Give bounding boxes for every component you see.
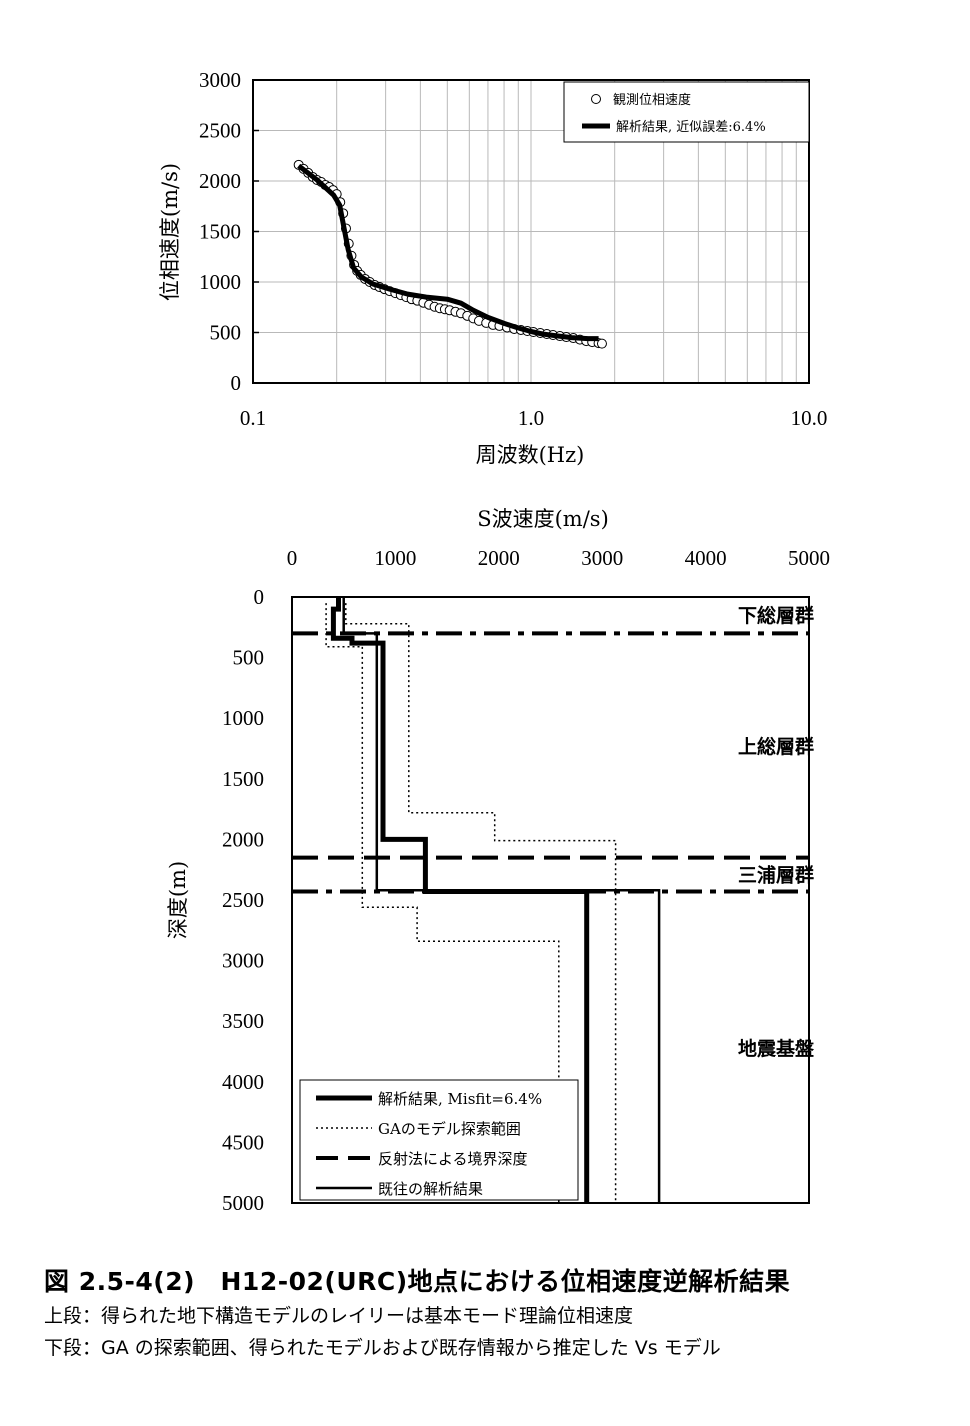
fit-series-line [297,163,599,342]
legend-ga-label: GAのモデル探索範囲 [378,1120,521,1138]
group-label: 下総層群 [738,604,814,627]
figure-caption-title: 図 2.5-4(2) H12-02(URC)地点における位相速度逆解析結果 [44,1267,791,1296]
bottom-y-tick-label: 500 [233,646,265,670]
top-y-tick-label: 2000 [199,169,241,193]
top-plot-frame [252,79,810,384]
group-label-bg [724,1033,828,1062]
vs-profile-chart: S波速度(m/s) 0 1000 2000 3000 4000 5000 0 500 1000… [166,507,830,1215]
bottom-y-tick-label: 0 [254,585,265,609]
group-label-bg [724,860,828,889]
analysis-result-line [330,597,590,1203]
bottom-x-tick-label: 1000 [374,546,416,570]
bottom-x-tick-label: 3000 [581,546,623,570]
figure-caption-line-2: 下段：GA の探索範囲、得られたモデルおよび既存情報から推定した Vs モデル [44,1337,721,1359]
bottom-x-tick-label: 0 [287,546,298,570]
figure-caption-line-1: 上段：得られた地下構造モデルのレイリーは基本モード理論位相速度 [44,1305,634,1327]
legend-observed-marker [591,94,601,104]
bottom-y-tick-label: 2500 [222,888,264,912]
top-y-tick-labels: 0 500 1000 1500 2000 2500 3000 [199,68,241,395]
top-y-tick-label: 1000 [199,270,241,294]
bottom-y-tick-label: 1500 [222,767,264,791]
legend-reflection-label: 反射法による境界深度 [378,1150,528,1168]
bottom-y-tick-label: 4000 [222,1070,264,1094]
top-y-tick-label: 0 [231,371,242,395]
ga-range-max-line [345,603,617,1203]
legend-result-label: 解析結果, Misfit=6.4% [378,1090,542,1108]
top-x-tick-label: 10.0 [791,406,828,430]
legend-fit-label: 解析結果, 近似誤差:6.4% [616,119,766,135]
bottom-y-tick-label: 1000 [222,706,264,730]
bottom-y-tick-label: 5000 [222,1191,264,1215]
group-label: 三浦層群 [738,864,814,887]
bottom-legend: 解析結果, Misfit=6.4% GAのモデル探索範囲 反射法による境界深度 … [299,1079,579,1201]
group-label-bg [724,601,828,630]
top-x-tick-label: 1.0 [518,406,544,430]
bottom-x-tick-label: 4000 [685,546,727,570]
top-legend: 観測位相速度 解析結果, 近似誤差:6.4% [563,81,810,143]
observed-series [293,159,607,349]
top-y-tick-label: 2500 [199,119,241,143]
legend-observed-label: 観測位相速度 [613,92,691,108]
phase-velocity-chart: 0 500 1000 1500 2000 2500 3000 0.1 1.0 10.0 周波数(… [158,68,827,467]
bottom-series [292,597,809,1203]
bottom-y-tick-label: 3500 [222,1009,264,1033]
top-y-axis-label: 位相速度(m/s) [158,163,182,301]
bottom-x-tick-labels: 0 1000 2000 3000 4000 5000 [287,546,830,570]
top-x-axis-label: 周波数(Hz) [476,443,585,467]
top-x-tick-label: 0.1 [240,406,266,430]
bottom-x-tick-label: 2000 [478,546,520,570]
group-label: 上総層群 [738,735,814,758]
group-label-bg [724,732,828,761]
legend-previous-label: 既往の解析結果 [378,1180,483,1198]
previous-result-line [342,597,661,1203]
bottom-y-tick-label: 4500 [222,1130,264,1154]
bottom-y-axis-label: 深度(m) [166,861,190,939]
bottom-y-tick-label: 2000 [222,827,264,851]
top-y-tick-label: 500 [210,321,242,345]
observed-point [596,338,607,349]
bottom-x-tick-label: 5000 [788,546,830,570]
top-legend-box [563,81,810,143]
bottom-y-tick-label: 3000 [222,949,264,973]
top-x-tick-labels: 0.1 1.0 10.0 [240,406,828,430]
bottom-chart-title: S波速度(m/s) [477,507,609,531]
top-y-tick-label: 1500 [199,220,241,244]
group-label: 地震基盤 [738,1037,815,1060]
bottom-plot-frame [291,596,810,1204]
top-y-tick-label: 3000 [199,68,241,92]
bottom-y-tick-labels: 0 500 1000 1500 2000 2500 3000 3500 4000 4500 5000 [222,585,264,1215]
